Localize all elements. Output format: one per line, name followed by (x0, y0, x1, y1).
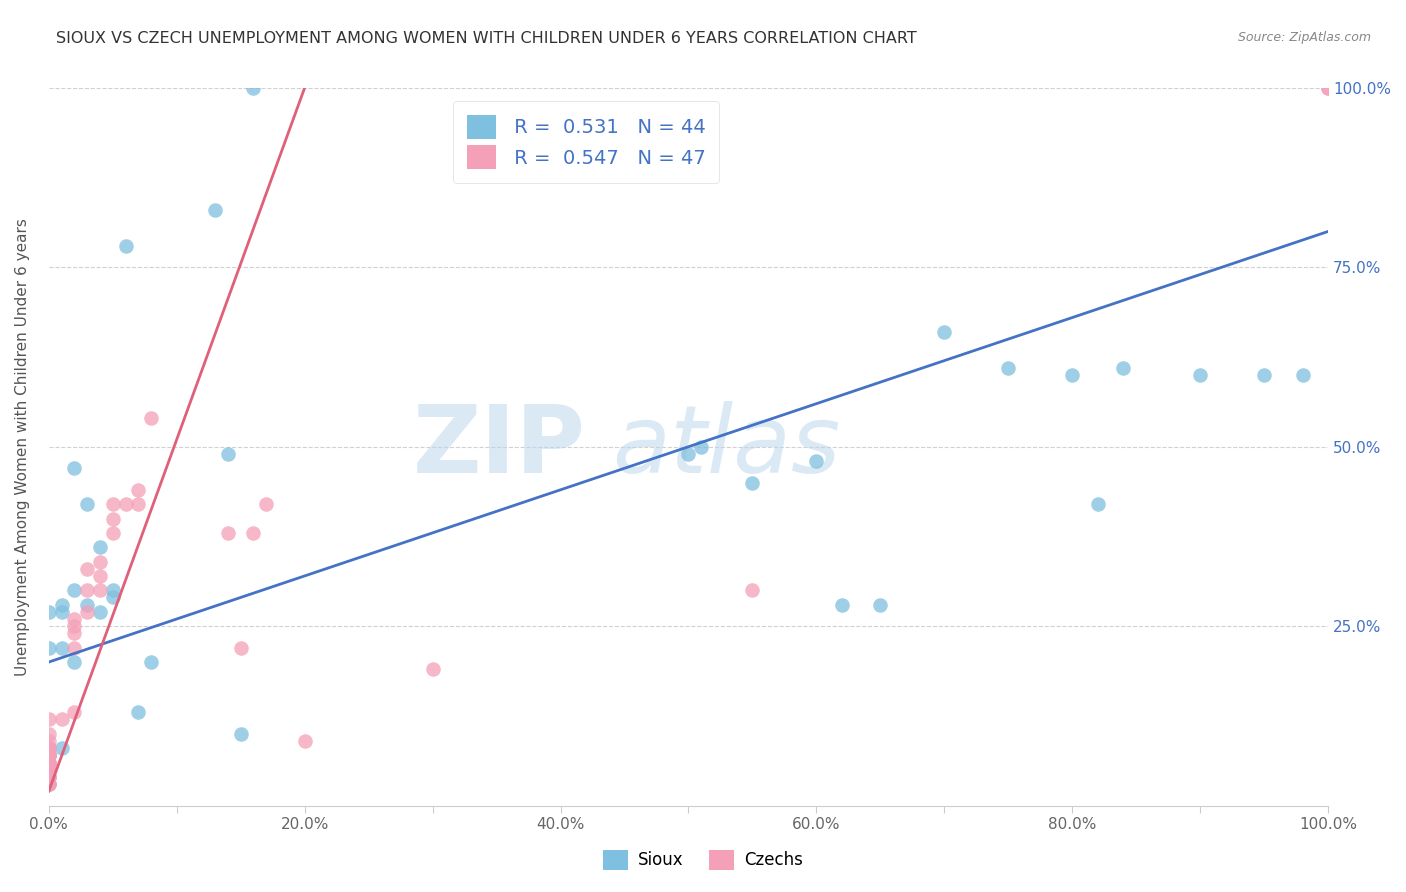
Point (38, 741, 60, 756)
Point (38, 756, 60, 770)
Point (63, 655, 86, 669)
Point (89, 555, 111, 569)
Point (114, 497, 136, 511)
Point (89, 605, 111, 619)
Point (1189, 368, 1212, 382)
Point (38, 748, 60, 763)
Point (806, 454, 828, 468)
Point (831, 598, 853, 612)
Point (114, 239, 136, 253)
Point (242, 81, 264, 95)
Point (1253, 368, 1275, 382)
Point (76, 598, 98, 612)
Point (38, 763, 60, 777)
Point (63, 706, 86, 720)
Point (63, 612, 86, 626)
Point (1062, 368, 1084, 382)
Point (690, 440, 713, 454)
Point (101, 511, 124, 525)
Point (38, 727, 60, 741)
Point (89, 540, 111, 554)
Point (1087, 497, 1109, 511)
Point (63, 619, 86, 633)
Point (38, 763, 60, 777)
Point (38, 741, 60, 756)
Point (89, 583, 111, 598)
Point (217, 447, 239, 461)
Point (1317, 81, 1340, 95)
Legend: Sioux, Czechs: Sioux, Czechs (596, 843, 810, 877)
Point (741, 583, 763, 598)
Point (229, 727, 252, 741)
Point (741, 475, 763, 490)
Text: SIOUX VS CZECH UNEMPLOYMENT AMONG WOMEN WITH CHILDREN UNDER 6 YEARS CORRELATION : SIOUX VS CZECH UNEMPLOYMENT AMONG WOMEN … (56, 31, 917, 46)
Text: atlas: atlas (612, 401, 839, 492)
Point (127, 706, 149, 720)
Point (38, 777, 60, 791)
Point (254, 497, 277, 511)
Point (1112, 360, 1135, 375)
Point (76, 605, 98, 619)
Point (51, 598, 73, 612)
Point (38, 748, 60, 763)
Point (127, 497, 149, 511)
Point (38, 770, 60, 784)
Point (127, 483, 149, 497)
Point (38, 763, 60, 777)
Point (76, 583, 98, 598)
Point (63, 626, 86, 640)
Point (38, 748, 60, 763)
Point (38, 741, 60, 756)
Point (63, 640, 86, 655)
Point (51, 605, 73, 619)
Point (139, 655, 162, 669)
Point (101, 497, 124, 511)
Point (38, 770, 60, 784)
Point (38, 748, 60, 763)
Point (76, 497, 98, 511)
Point (101, 591, 124, 605)
Point (229, 640, 252, 655)
Point (51, 713, 73, 727)
Point (38, 756, 60, 770)
Point (38, 777, 60, 791)
Point (1317, 81, 1340, 95)
Point (38, 713, 60, 727)
Point (76, 562, 98, 576)
Point (63, 461, 86, 475)
Point (869, 598, 891, 612)
Point (1291, 368, 1313, 382)
Point (38, 763, 60, 777)
Point (38, 748, 60, 763)
Y-axis label: Unemployment Among Women with Children Under 6 years: Unemployment Among Women with Children U… (15, 218, 30, 675)
Point (38, 741, 60, 756)
Point (38, 756, 60, 770)
Point (38, 770, 60, 784)
Point (139, 411, 162, 425)
Point (422, 662, 444, 676)
Point (63, 583, 86, 598)
Text: Source: ZipAtlas.com: Source: ZipAtlas.com (1237, 31, 1371, 45)
Point (101, 525, 124, 540)
Point (51, 741, 73, 756)
Point (38, 777, 60, 791)
Point (51, 640, 73, 655)
Point (38, 763, 60, 777)
Legend:  R =  0.531   N = 44,  R =  0.547   N = 47: R = 0.531 N = 44, R = 0.547 N = 47 (453, 101, 718, 183)
Point (678, 447, 700, 461)
Point (38, 640, 60, 655)
Point (38, 756, 60, 770)
Text: ZIP: ZIP (413, 401, 586, 492)
Point (89, 569, 111, 583)
Point (997, 360, 1019, 375)
Point (217, 525, 239, 540)
Point (294, 734, 316, 748)
Point (38, 605, 60, 619)
Point (38, 734, 60, 748)
Point (242, 525, 264, 540)
Point (204, 202, 226, 217)
Point (934, 325, 956, 339)
Point (101, 583, 124, 598)
